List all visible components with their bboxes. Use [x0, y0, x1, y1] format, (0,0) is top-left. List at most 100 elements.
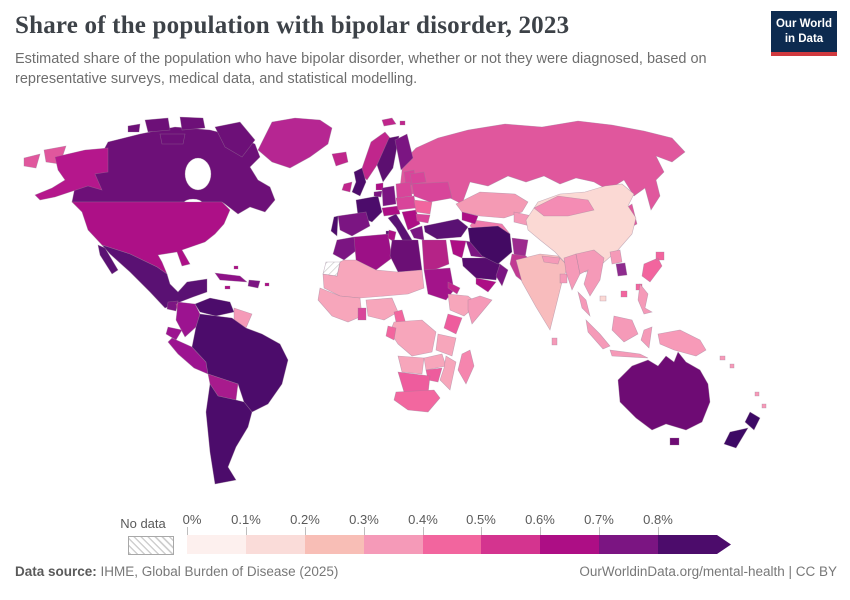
country-north-korea[interactable]	[609, 249, 623, 265]
country-germany[interactable]	[381, 185, 397, 207]
legend-tick-label: 0.7%	[584, 512, 614, 527]
country-ghana[interactable]	[357, 307, 367, 321]
country-portugal[interactable]	[330, 215, 339, 237]
country-new-zealand[interactable]	[723, 411, 761, 449]
country-south-korea[interactable]	[615, 262, 628, 277]
country-mexico[interactable]	[97, 244, 208, 309]
legend-bin-2[interactable]	[245, 535, 305, 554]
country-somalia[interactable]	[467, 295, 493, 325]
country-caucasus[interactable]	[461, 211, 479, 225]
country-algeria[interactable]	[353, 233, 393, 271]
legend-tick-label: 0.1%	[231, 512, 261, 527]
region-west-africa-coast[interactable]	[317, 287, 363, 323]
country-tanzania[interactable]	[435, 333, 457, 357]
country-bulgaria[interactable]	[415, 213, 431, 224]
country-philippines[interactable]	[637, 283, 653, 315]
country-drc[interactable]	[389, 319, 437, 357]
country-finland[interactable]	[394, 133, 414, 171]
legend-tick-label: 0%	[182, 512, 202, 527]
country-australia[interactable]	[617, 351, 711, 446]
country-india[interactable]	[515, 253, 569, 331]
caribbean-islands[interactable]	[224, 265, 270, 290]
country-cuba[interactable]	[214, 272, 248, 283]
country-usa[interactable]	[71, 201, 231, 275]
country-borneo[interactable]	[611, 315, 639, 343]
country-kenya[interactable]	[443, 313, 463, 335]
country-malay-peninsula[interactable]	[577, 291, 591, 317]
country-myanmar[interactable]	[563, 253, 581, 291]
country-guatemala[interactable]	[166, 300, 179, 312]
no-data-label: No data	[120, 516, 166, 531]
country-greenland[interactable]	[257, 117, 333, 169]
country-zambia[interactable]	[423, 353, 447, 371]
country-venezuela[interactable]	[194, 297, 235, 317]
country-ukraine[interactable]	[411, 181, 453, 203]
country-russia[interactable]	[23, 120, 686, 229]
country-eritrea[interactable]	[447, 281, 461, 295]
country-nepal[interactable]	[541, 255, 561, 265]
country-new-guinea[interactable]	[657, 329, 707, 357]
country-yemen[interactable]	[475, 277, 497, 293]
country-libya[interactable]	[389, 239, 423, 273]
legend-bin-8[interactable]	[599, 535, 659, 554]
country-czech-hungary[interactable]	[395, 195, 417, 211]
country-taiwan[interactable]	[620, 290, 628, 298]
footer-license-link[interactable]: OurWorldinData.org/mental-health | CC BY	[579, 564, 837, 579]
country-indochina[interactable]	[575, 249, 605, 297]
owid-logo-line1: Our World	[775, 18, 832, 30]
no-data-swatch[interactable]	[128, 536, 174, 555]
country-sweden[interactable]	[376, 135, 400, 183]
country-brazil[interactable]	[191, 313, 289, 413]
country-south-africa[interactable]	[393, 389, 441, 413]
country-oman[interactable]	[495, 263, 509, 287]
legend-bin-3[interactable]	[304, 535, 364, 554]
country-spain[interactable]	[337, 211, 371, 237]
country-benelux[interactable]	[373, 190, 383, 198]
country-mongolia[interactable]	[533, 195, 595, 217]
country-angola[interactable]	[397, 355, 425, 375]
country-levant[interactable]	[449, 239, 467, 259]
country-belarus[interactable]	[409, 171, 427, 185]
country-iran[interactable]	[467, 225, 513, 265]
country-sri-lanka[interactable]	[551, 337, 558, 346]
chart-subtitle: Estimated share of the population who ha…	[15, 51, 707, 87]
country-svalbard[interactable]	[381, 117, 406, 127]
country-western-sahara-no-data[interactable]	[322, 261, 341, 277]
country-ecuador[interactable]	[165, 326, 183, 341]
country-canada-arctic-islands[interactable]	[127, 116, 256, 158]
country-java[interactable]	[609, 349, 649, 359]
pacific-islands[interactable]	[719, 355, 767, 409]
country-egypt[interactable]	[421, 239, 450, 271]
data-source-label: Data source:	[15, 564, 97, 579]
legend-tick-label: 0.5%	[466, 512, 496, 527]
legend-bin-6[interactable]	[481, 535, 541, 554]
country-madagascar[interactable]	[457, 349, 475, 385]
country-romania[interactable]	[413, 199, 433, 215]
country-alaska[interactable]	[34, 147, 109, 201]
country-turkey[interactable]	[423, 218, 469, 240]
country-morocco[interactable]	[332, 236, 358, 261]
country-sulawesi[interactable]	[640, 326, 653, 349]
legend-bin-7[interactable]	[540, 535, 600, 554]
legend-bin-5[interactable]	[422, 535, 482, 554]
country-gabon[interactable]	[385, 325, 397, 341]
owid-logo[interactable]: Our World in Data	[771, 11, 837, 56]
legend-color-bar[interactable]	[187, 535, 718, 554]
legend-bin-4[interactable]	[363, 535, 423, 554]
country-iceland[interactable]	[331, 151, 349, 167]
country-bangladesh[interactable]	[559, 273, 568, 284]
country-hispaniola[interactable]	[247, 279, 261, 289]
country-nigeria[interactable]	[365, 297, 399, 321]
country-alps[interactable]	[381, 205, 401, 217]
country-balkans[interactable]	[401, 209, 421, 231]
region-southern-cone[interactable]	[205, 383, 253, 485]
legend-bin-9[interactable]	[658, 535, 718, 554]
country-uk[interactable]	[351, 167, 367, 197]
country-ireland[interactable]	[341, 181, 353, 193]
country-sumatra[interactable]	[585, 319, 611, 350]
legend-bin-1[interactable]	[187, 535, 246, 554]
hudson-bay	[184, 157, 212, 191]
legend-arrow-icon	[717, 535, 731, 554]
country-poland[interactable]	[395, 181, 413, 199]
country-mozambique[interactable]	[439, 355, 457, 391]
